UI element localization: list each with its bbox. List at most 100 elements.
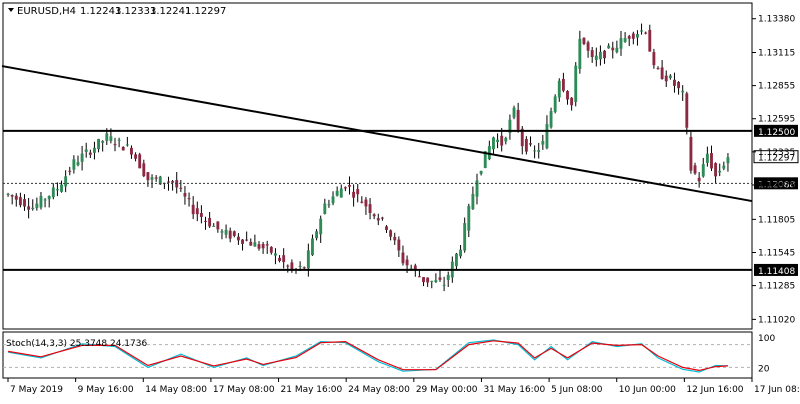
candle-body — [590, 50, 594, 57]
candle-body — [446, 275, 450, 280]
candle-body — [644, 32, 648, 34]
candle-body — [483, 151, 487, 168]
candle-body — [701, 164, 705, 177]
candle-body — [14, 195, 18, 200]
candle-body — [146, 172, 150, 181]
candle-body — [274, 253, 277, 256]
candle-body — [265, 244, 269, 246]
candle-body — [689, 136, 693, 171]
time-tick-label: 31 May 16:00 — [483, 385, 545, 395]
candle-body — [335, 190, 339, 196]
candle-body — [167, 181, 170, 183]
candle-body — [566, 91, 569, 100]
candle-body — [47, 196, 51, 200]
candle-body — [245, 239, 249, 241]
candle-body — [533, 150, 537, 152]
candle-body — [512, 107, 516, 118]
candle-body — [463, 223, 467, 251]
candle-body — [364, 199, 368, 207]
candle-body — [726, 157, 730, 164]
candle-body — [315, 231, 319, 239]
candle-body — [23, 199, 26, 207]
candle-body — [134, 154, 138, 159]
candle-body — [496, 139, 500, 142]
candle-body — [664, 75, 668, 82]
candle-body — [479, 170, 483, 174]
price-tick-label: 1.12335 — [758, 148, 795, 158]
candle-body — [438, 277, 442, 280]
candle-body — [290, 262, 294, 270]
candle-body — [668, 75, 672, 79]
candle-body — [393, 236, 397, 241]
candle-body — [138, 154, 142, 169]
trendline-layer[interactable] — [1, 65, 753, 203]
candle-body — [298, 265, 302, 267]
candle-body — [323, 203, 327, 214]
candle-body — [183, 193, 187, 197]
candle-body — [93, 147, 96, 153]
descending-trendline[interactable] — [1, 65, 753, 203]
candle-body — [121, 146, 125, 151]
candle-body — [389, 230, 393, 237]
candle-body — [339, 188, 343, 198]
candle-body — [130, 147, 133, 155]
candle-body — [520, 128, 524, 147]
stoch-axis-label: 100 — [758, 334, 775, 344]
candle-body — [35, 203, 39, 209]
candle-body — [253, 242, 257, 247]
candle-body — [204, 220, 207, 222]
candle-body — [582, 37, 586, 44]
stoch-signal-line — [8, 340, 728, 372]
candle-body — [117, 139, 121, 141]
candle-body — [232, 231, 236, 236]
candle-body — [10, 195, 14, 197]
candle-body — [76, 162, 80, 166]
candle-body — [570, 97, 574, 106]
candle-body — [282, 255, 286, 263]
candle-body — [228, 230, 232, 239]
candle-body — [88, 152, 92, 155]
candle-body — [397, 239, 401, 251]
candle-body — [376, 218, 380, 221]
time-tick-label: 29 May 00:00 — [416, 385, 478, 395]
candle-body — [471, 193, 475, 210]
candle-body — [426, 277, 430, 283]
level-price-label: 1.12088 — [758, 180, 795, 190]
price-tick-label: 1.12075 — [758, 181, 795, 191]
candle-body — [516, 109, 520, 130]
candle-body — [224, 229, 228, 235]
price-panel-frame — [2, 2, 753, 330]
candle-body — [648, 29, 652, 52]
candle-body — [43, 199, 47, 201]
time-tick-label: 7 May 2019 — [10, 385, 63, 395]
candle-body — [611, 47, 615, 51]
candle-body — [636, 34, 639, 38]
candle-body — [545, 124, 549, 149]
candle-body — [68, 170, 72, 172]
candle-body — [640, 30, 643, 32]
level-price-tag — [754, 263, 798, 276]
stoch-axis-label: 20 — [758, 364, 770, 374]
candle-body — [603, 50, 606, 59]
candle-body — [150, 177, 154, 180]
price-tick-label: 1.13115 — [758, 48, 795, 58]
price-tick-label: 1.11805 — [758, 215, 795, 225]
candle-body — [417, 276, 421, 278]
candle-body — [80, 153, 84, 162]
candle-body — [537, 150, 541, 152]
candle-body — [459, 249, 462, 257]
candle-body — [368, 204, 372, 214]
candle-body — [64, 176, 68, 187]
level-price-tag — [754, 124, 798, 137]
candle-body — [413, 265, 417, 271]
candle-body — [718, 170, 722, 173]
candle-body — [693, 165, 697, 174]
triangle-down-icon[interactable] — [8, 8, 14, 12]
candle-body — [352, 191, 356, 198]
candle-body — [360, 201, 364, 203]
candle-body — [656, 68, 660, 70]
candle-body — [319, 218, 323, 235]
candle-body — [541, 141, 545, 145]
candle-body — [249, 241, 253, 246]
